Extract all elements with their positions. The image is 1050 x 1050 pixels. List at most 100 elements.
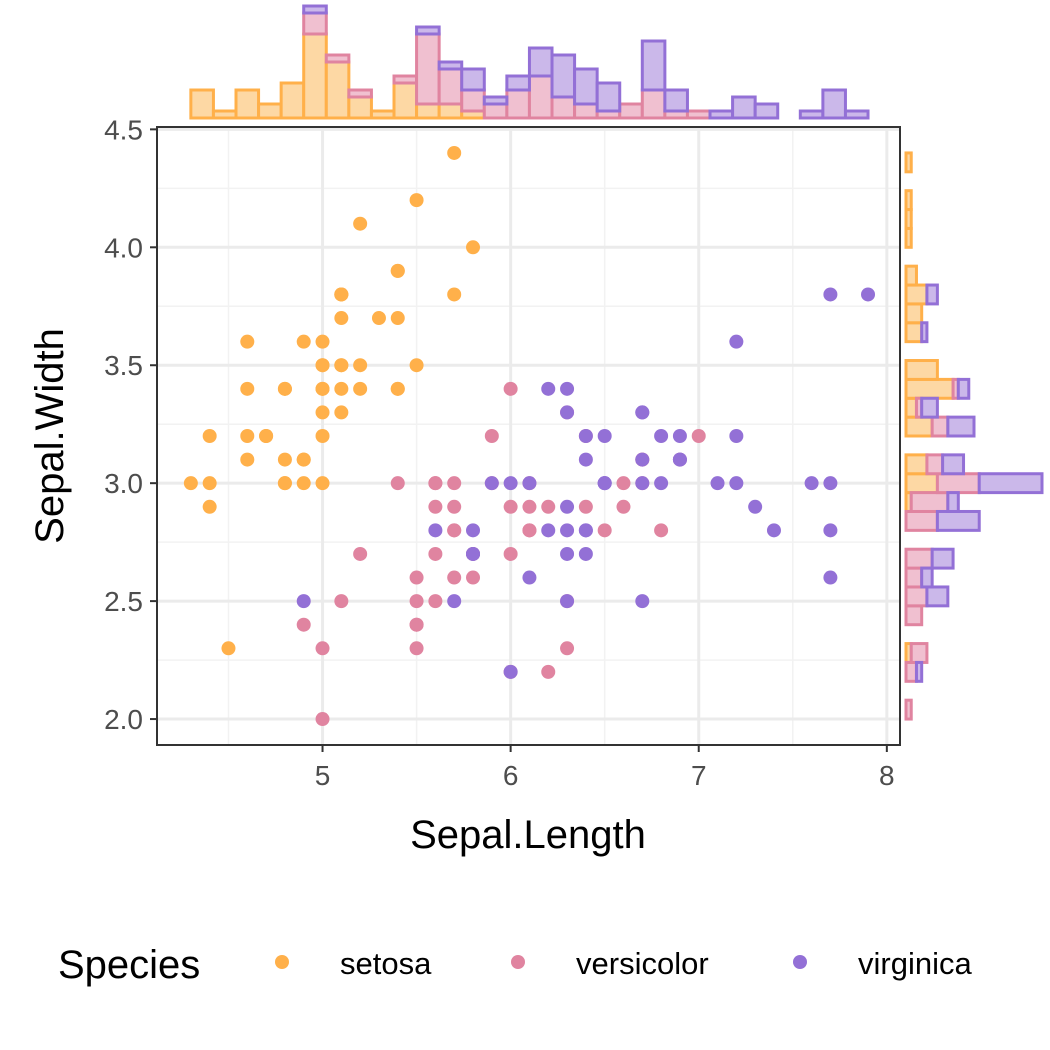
histogram-bar-virginica (935, 509, 981, 532)
point-versicolor (447, 499, 462, 514)
legend-key-versicolor (511, 955, 525, 969)
legend-title: Species (58, 943, 200, 987)
histogram-bar-setosa (904, 415, 934, 438)
histogram-bar-versicolor (527, 74, 554, 120)
point-setosa (221, 641, 236, 656)
legend-label-versicolor: versicolor (576, 946, 709, 981)
point-virginica (447, 594, 462, 609)
point-setosa (447, 287, 462, 302)
histogram-bar-setosa (189, 88, 215, 120)
histogram-bar-setosa (904, 226, 913, 249)
histogram-bar-setosa (437, 102, 464, 120)
histogram-bar-versicolor (347, 88, 373, 99)
histogram-bar-virginica (920, 396, 939, 419)
point-setosa (240, 452, 255, 467)
point-setosa (240, 429, 255, 443)
histogram-bar-versicolor (640, 88, 667, 120)
point-setosa (466, 240, 481, 255)
histogram-bar-versicolor (909, 642, 929, 664)
histogram-bar-setosa (234, 88, 261, 120)
point-setosa (334, 405, 349, 420)
histogram-bar-versicolor (505, 88, 531, 120)
histogram-bar-setosa (904, 377, 955, 400)
histogram-bar-versicolor (904, 604, 924, 627)
histogram-bar-setosa (904, 302, 924, 325)
point-virginica (578, 523, 593, 538)
point-virginica (466, 523, 481, 538)
histogram-bar-versicolor (415, 32, 441, 106)
histogram-bar-versicolor (904, 547, 934, 570)
point-versicolor (428, 476, 443, 491)
histogram-bar-versicolor (482, 102, 509, 120)
histogram-bar-setosa (279, 81, 306, 120)
histogram-bar-versicolor (935, 472, 981, 495)
point-virginica (597, 476, 612, 491)
point-setosa (202, 476, 217, 491)
point-setosa (409, 358, 424, 373)
histogram-bar-virginica (920, 321, 929, 344)
point-versicolor (597, 523, 612, 538)
histogram-bar-virginica (550, 53, 577, 99)
point-virginica (635, 405, 650, 420)
point-virginica (541, 381, 556, 396)
histogram-bar-setosa (392, 81, 419, 120)
point-versicolor (522, 499, 537, 514)
point-versicolor (691, 429, 706, 443)
histogram-bar-virginica (753, 102, 780, 120)
histogram-bar-virginica (527, 46, 554, 78)
histogram-bar-setosa (211, 109, 238, 120)
histogram-bar-virginica (914, 660, 924, 683)
panel-background (157, 127, 900, 745)
point-setosa (277, 476, 292, 491)
point-versicolor (428, 594, 443, 609)
histogram-bar-virginica (821, 88, 847, 120)
point-virginica (823, 476, 838, 491)
point-setosa (447, 145, 462, 160)
point-versicolor (578, 499, 593, 514)
point-versicolor (616, 499, 631, 514)
point-versicolor (409, 641, 424, 656)
histogram-bar-virginica (930, 547, 955, 570)
point-virginica (578, 546, 593, 561)
point-virginica (560, 594, 575, 609)
histogram-bar-virginica (460, 67, 486, 92)
histogram-bar-virginica (415, 25, 441, 36)
point-versicolor (409, 617, 424, 632)
histogram-bar-virginica (482, 95, 509, 106)
y-axis-title: Sepal.Width (28, 328, 72, 544)
histogram-bar-setosa (904, 453, 929, 476)
histogram-bar-versicolor (573, 102, 599, 120)
point-virginica (522, 570, 537, 585)
point-setosa (202, 429, 217, 443)
point-virginica (503, 664, 518, 679)
histogram-bar-virginica (708, 109, 735, 120)
point-setosa (334, 287, 349, 302)
point-virginica (766, 523, 781, 538)
point-setosa (315, 429, 330, 443)
point-setosa (390, 263, 405, 278)
point-virginica (729, 429, 744, 443)
point-versicolor (560, 641, 575, 656)
point-setosa (315, 358, 330, 373)
point-versicolor (315, 712, 330, 727)
histogram-bar-versicolor (904, 585, 929, 608)
point-versicolor (466, 570, 481, 585)
histogram-bar-versicolor (460, 88, 486, 113)
point-setosa (296, 476, 311, 491)
histogram-bar-virginica (798, 109, 825, 120)
histogram-bar-setosa (369, 109, 396, 120)
point-virginica (635, 594, 650, 609)
point-virginica (466, 546, 481, 561)
point-setosa (296, 452, 311, 467)
point-virginica (804, 476, 819, 491)
histogram-bar-versicolor (909, 491, 950, 513)
point-virginica (578, 429, 593, 443)
point-virginica (823, 570, 838, 585)
point-setosa (315, 476, 330, 491)
right-marginal-histogram (904, 151, 1044, 721)
x-tick-label: 5 (315, 760, 331, 791)
point-setosa (409, 193, 424, 208)
histogram-bar-setosa (904, 283, 929, 306)
x-tick-label: 6 (503, 760, 519, 791)
